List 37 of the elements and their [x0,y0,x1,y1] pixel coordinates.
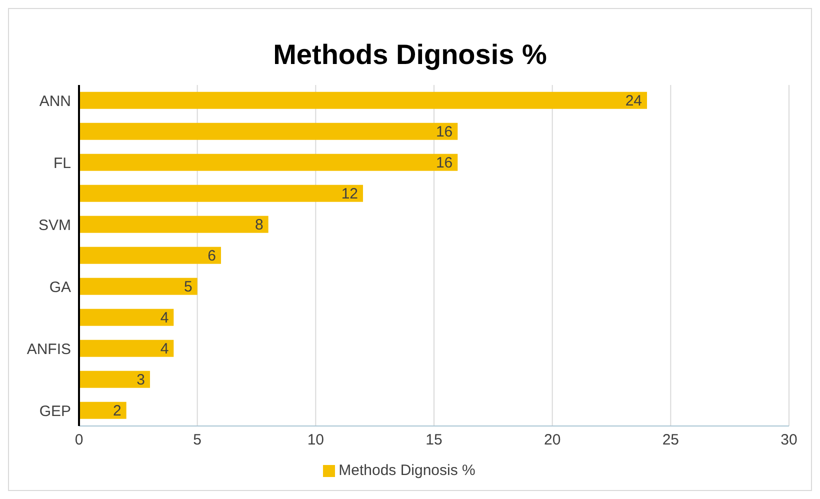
data-label: 8 [254,216,264,234]
x-tick-label: 5 [193,432,202,449]
bar [79,216,268,233]
x-tick-label: 10 [307,432,324,449]
y-tick-label: SVM [38,216,71,234]
data-label: 2 [112,402,122,420]
data-label: 16 [436,154,453,172]
y-tick-label: ANFIS [26,340,71,358]
bar [79,184,363,202]
bar [79,154,458,171]
y-tick-label: FL [53,154,71,172]
y-tick-label: GA [49,278,71,296]
data-label: 16 [436,124,453,141]
bar [79,340,174,357]
bar [79,122,458,140]
bar [79,402,126,419]
chart-title: Methods Dignosis % [272,39,548,72]
legend-label: Methods Dignosis % [338,462,476,479]
data-label: 5 [184,278,192,296]
bar [79,246,221,264]
bar [79,278,198,295]
data-label: 3 [136,372,145,389]
data-label: 4 [160,310,169,327]
x-tick-label: 0 [74,432,84,449]
y-tick-label: GEP [39,402,71,420]
y-tick-label: ANN [39,92,71,110]
data-label: 24 [625,92,642,110]
data-label: 6 [208,248,216,265]
bar [79,308,174,326]
bar [79,370,150,388]
bar [79,92,647,109]
data-label: 4 [160,340,169,358]
x-tick-label: 15 [426,432,442,449]
x-tick-label: 25 [662,432,680,449]
x-tick-label: 30 [780,432,798,449]
x-tick-label: 20 [544,432,561,449]
data-label: 12 [341,186,358,203]
